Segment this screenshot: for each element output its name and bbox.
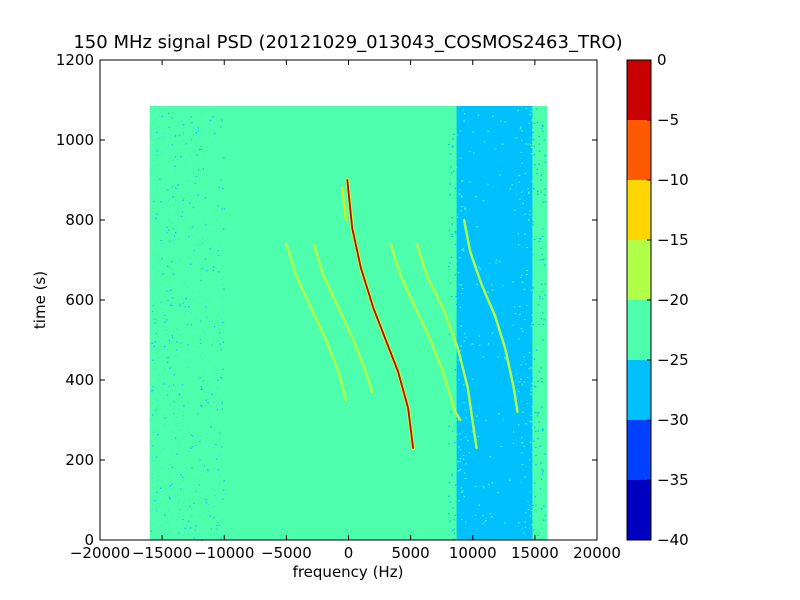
colorbar-segment [627, 240, 651, 300]
low-noise-region [456, 106, 533, 540]
signal-trace [390, 243, 461, 421]
colorbar-segment [627, 480, 651, 540]
x-tick-label: −5000 [261, 544, 312, 562]
y-tick-label: 600 [65, 291, 94, 309]
y-tick-label: 800 [65, 211, 94, 229]
x-axis-label: frequency (Hz) [293, 563, 404, 581]
colorbar-segment [627, 420, 651, 480]
noise-speckle [149, 106, 547, 542]
signal-trace [313, 243, 373, 393]
y-tick-label: 0 [84, 531, 94, 549]
plot-area: −20000 −15000 −10000 −5000 0 5000 10000 15000 20… [56, 51, 621, 562]
x-tick-label: 0 [344, 544, 354, 562]
colorbar-tick-label: −35 [657, 471, 689, 489]
colorbar-segment [627, 180, 651, 240]
colorbar-segment [627, 60, 651, 120]
colorbar-tick-label: 0 [657, 51, 667, 69]
colorbar-segment [627, 120, 651, 180]
signal-trace [346, 179, 414, 449]
colorbar: −40 −35 −30 −25 −20 −15 −10 −5 0 [626, 51, 689, 549]
x-tick-label: 5000 [392, 544, 430, 562]
signal-trace [285, 243, 347, 401]
signal-trace [416, 243, 477, 449]
colorbar-segment [627, 300, 651, 360]
heatmap-image [149, 106, 548, 542]
y-tick-label: 1000 [56, 131, 94, 149]
y-axis-label: time (s) [31, 271, 49, 329]
x-tick-label: −15000 [132, 544, 192, 562]
signal-trace [341, 187, 347, 221]
x-tick-label: −10000 [194, 544, 254, 562]
colorbar-tick-label: −40 [657, 531, 689, 549]
colorbar-tick-label: −5 [657, 111, 679, 129]
colorbar-tick-label: −15 [657, 231, 689, 249]
chart-title: 150 MHz signal PSD (20121029_013043_COSM… [73, 32, 622, 53]
signal-traces [285, 178, 519, 450]
y-tick-label: 1200 [56, 51, 94, 69]
colorbar-tick-label: −20 [657, 291, 689, 309]
colorbar-tick-label: −10 [657, 171, 689, 189]
colorbar-tick-label: −25 [657, 351, 689, 369]
y-tick-label: 400 [65, 371, 94, 389]
x-axis: −20000 −15000 −10000 −5000 0 5000 10000 15000 20… [70, 60, 621, 562]
x-tick-label: 10000 [449, 544, 497, 562]
colorbar-segment [627, 360, 651, 420]
y-tick-label: 200 [65, 451, 94, 469]
y-axis: 0 200 400 600 800 1000 1200 [56, 51, 597, 549]
x-tick-label: −20000 [70, 544, 130, 562]
colorbar-tick-label: −30 [657, 411, 689, 429]
x-tick-label: 20000 [573, 544, 621, 562]
x-tick-label: 15000 [511, 544, 559, 562]
signal-trace [463, 219, 518, 413]
